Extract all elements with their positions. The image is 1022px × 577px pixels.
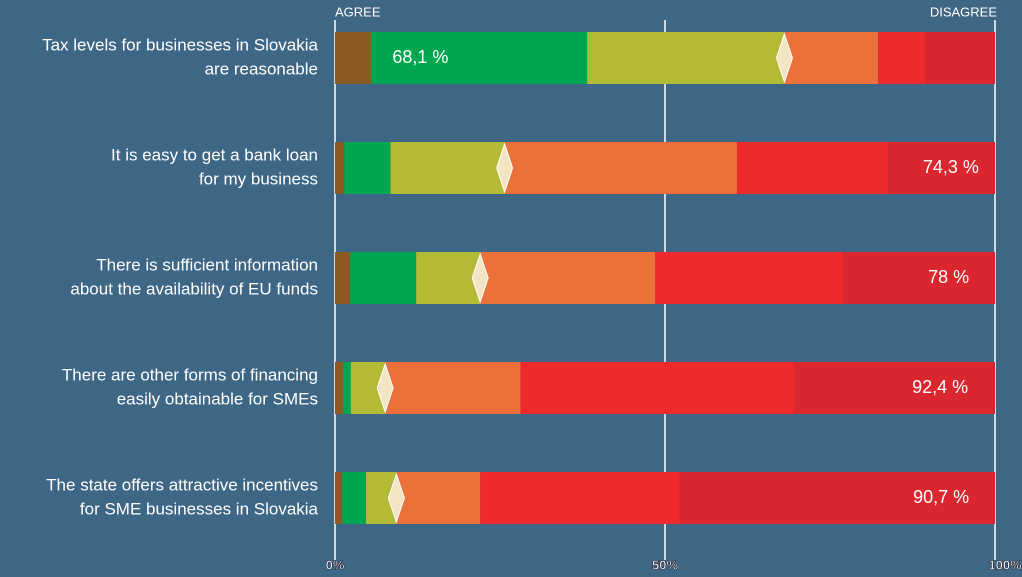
- divider-diamond: [496, 142, 514, 194]
- total-label: 92,4 %: [912, 377, 968, 397]
- disagree-label: DISAGREE: [930, 4, 998, 19]
- x-tick-label: 100%: [988, 557, 1022, 572]
- divider-diamond: [376, 362, 394, 414]
- category-label: for my business: [199, 169, 318, 188]
- bar-segment: [480, 252, 656, 304]
- total-label: 74,3 %: [923, 157, 979, 177]
- bar-segment: [736, 142, 889, 194]
- bar-segment: [390, 142, 505, 194]
- category-label: for SME businesses in Slovakia: [80, 499, 319, 518]
- bar-segment: [655, 252, 844, 304]
- bar-segment: [335, 252, 351, 304]
- category-label: Tax levels for businesses in Slovakia: [42, 35, 318, 54]
- bar-segment: [843, 252, 995, 304]
- agree-label: AGREE: [335, 4, 381, 19]
- category-label: about the availability of EU funds: [70, 279, 318, 298]
- bar-segment: [587, 32, 785, 84]
- divider-diamond: [387, 472, 405, 524]
- bar-segment: [480, 472, 680, 524]
- category-label: The state offers attractive incentives: [46, 475, 318, 494]
- bar-segment: [504, 142, 737, 194]
- bar-segment: [878, 32, 926, 84]
- bar-segment: [385, 362, 521, 414]
- bar-segment: [520, 362, 795, 414]
- bar-segment: [679, 472, 995, 524]
- bar-segment: [342, 362, 351, 414]
- bar-segment: [396, 472, 481, 524]
- total-label: 78 %: [928, 267, 969, 287]
- x-tick-label: 0%: [326, 557, 345, 572]
- bar-segment: [335, 142, 345, 194]
- bar-segment: [794, 362, 995, 414]
- category-label: easily obtainable for SMEs: [117, 389, 318, 408]
- bar-segment: [350, 252, 417, 304]
- divider-diamond: [471, 252, 489, 304]
- total-label: 68,1 %: [392, 47, 448, 67]
- bar-segment: [784, 32, 879, 84]
- category-label: There are other forms of financing: [62, 365, 318, 384]
- bar-segment: [342, 472, 367, 524]
- category-label: There is sufficient information: [96, 255, 318, 274]
- total-label: 90,7 %: [913, 487, 969, 507]
- divider-diamond: [775, 32, 793, 84]
- bar-segment: [335, 362, 343, 414]
- x-tick-label: 50%: [652, 557, 678, 572]
- bar-segment: [344, 142, 391, 194]
- bar-segment: [888, 142, 995, 194]
- category-label: are reasonable: [205, 59, 318, 78]
- bar-segment: [416, 252, 481, 304]
- bar-segment: [371, 32, 588, 84]
- bar-segment: [335, 472, 343, 524]
- category-label: It is easy to get a bank loan: [111, 145, 318, 164]
- bar-segment: [335, 32, 372, 84]
- bar-segment: [925, 32, 995, 84]
